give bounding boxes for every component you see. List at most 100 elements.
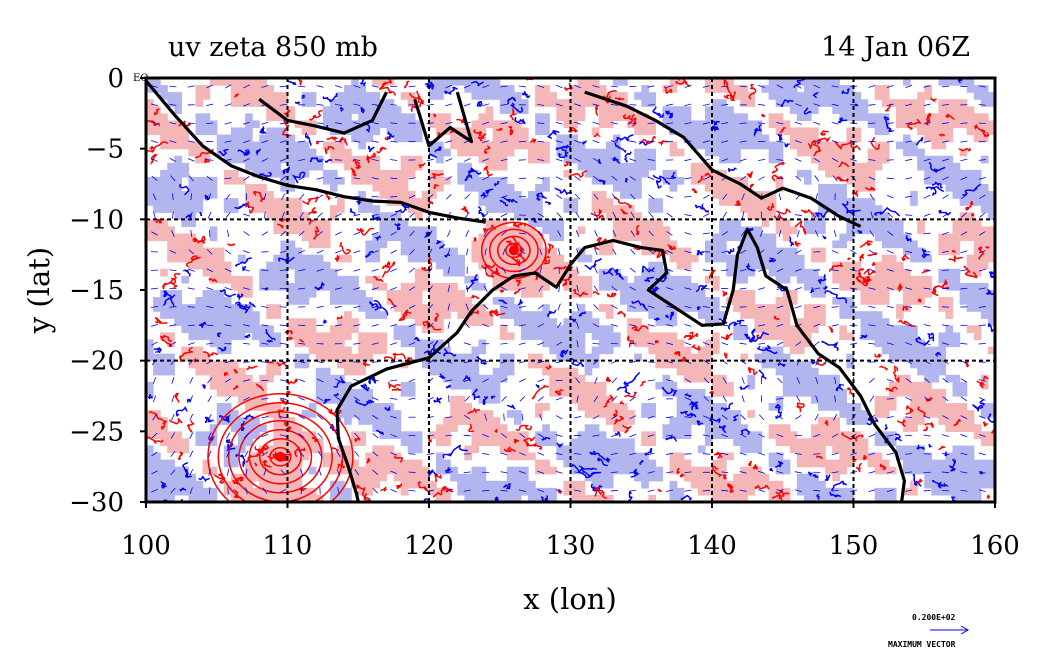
wind-vector <box>206 103 214 106</box>
vorticity-cell <box>499 240 508 249</box>
vorticity-cell <box>782 85 791 93</box>
vorticity-cell <box>620 233 628 242</box>
vorticity-cell <box>655 360 664 369</box>
vorticity-cell <box>358 155 366 164</box>
vorticity-cell <box>712 424 720 432</box>
vorticity-cell <box>719 374 727 383</box>
vorticity-cell <box>980 92 989 100</box>
vorticity-cell <box>846 304 855 312</box>
wind-vector <box>261 398 269 400</box>
vorticity-cell <box>966 219 975 227</box>
vorticity-cell <box>301 325 310 333</box>
vorticity-cell <box>160 268 168 277</box>
vorticity-cell <box>294 141 303 150</box>
vorticity-cell <box>294 162 303 171</box>
contour-line <box>838 383 844 390</box>
contour-line <box>162 297 175 307</box>
vorticity-cell <box>535 487 543 496</box>
vorticity-cell <box>372 304 381 312</box>
vorticity-cell <box>146 191 154 199</box>
vorticity-cell <box>641 452 649 461</box>
vorticity-cell <box>379 466 388 475</box>
vorticity-cell <box>761 311 770 319</box>
contour-line <box>867 252 878 257</box>
vorticity-cell <box>513 212 522 220</box>
contour-line <box>768 257 776 263</box>
vorticity-cell <box>513 480 522 489</box>
vorticity-cell <box>591 99 600 107</box>
vorticity-cell <box>895 388 904 397</box>
vorticity-cell <box>464 360 473 369</box>
vorticity-cell <box>683 403 692 411</box>
vorticity-cell <box>683 459 692 468</box>
vorticity-cell <box>153 191 161 199</box>
wind-vector <box>279 488 287 493</box>
contour-line <box>727 167 737 173</box>
vorticity-cell <box>690 127 699 136</box>
vorticity-cell <box>924 473 932 482</box>
vorticity-cell <box>549 438 557 447</box>
vorticity-cell <box>917 99 925 107</box>
vorticity-cell <box>478 431 487 439</box>
vorticity-cell <box>768 247 777 256</box>
vorticity-cell <box>294 473 303 482</box>
vorticity-cell <box>372 403 381 411</box>
vorticity-cell <box>160 120 168 129</box>
vorticity-cell <box>832 205 840 213</box>
contour-line <box>493 180 500 187</box>
wind-vector <box>334 103 342 106</box>
vorticity-cell <box>584 388 593 397</box>
vorticity-cell <box>938 176 947 185</box>
contour-line <box>963 265 978 279</box>
vorticity-cell <box>917 120 925 129</box>
vorticity-cell <box>492 198 501 206</box>
contour-line <box>387 381 401 389</box>
vorticity-cell <box>429 290 437 298</box>
vorticity-cell <box>471 473 480 482</box>
wind-vector <box>169 324 177 327</box>
wind-vector <box>482 323 490 327</box>
vorticity-cell <box>938 240 947 249</box>
vorticity-cell <box>443 290 451 298</box>
vorticity-cell <box>662 247 671 256</box>
contour-line <box>562 274 573 287</box>
wind-vector <box>151 470 158 475</box>
wind-vector <box>465 230 470 237</box>
vorticity-cell <box>351 275 359 284</box>
vorticity-cell <box>506 282 515 291</box>
contour-line <box>773 315 781 321</box>
vorticity-cell <box>160 141 168 150</box>
vorticity-cell <box>719 240 727 249</box>
vorticity-cell <box>429 254 437 263</box>
vorticity-cell <box>273 162 282 171</box>
vorticity-cell <box>846 297 855 305</box>
wind-vector <box>466 285 469 293</box>
vorticity-cell <box>223 148 232 157</box>
vorticity-cell <box>492 92 501 100</box>
contour-line <box>771 161 785 174</box>
vorticity-cell <box>294 254 303 263</box>
vorticity-cell <box>379 282 388 291</box>
vorticity-cell <box>655 240 664 249</box>
contour-line <box>951 249 956 253</box>
vorticity-cell <box>895 311 904 319</box>
wind-vector <box>445 489 453 492</box>
vorticity-cell <box>789 325 798 333</box>
vorticity-cell <box>273 106 282 114</box>
vorticity-cell <box>386 184 395 192</box>
wind-vector <box>189 377 194 384</box>
vorticity-cell <box>181 233 190 242</box>
vorticity-cell <box>853 134 862 143</box>
contour-line <box>592 291 600 296</box>
vorticity-cell <box>952 247 961 256</box>
vorticity-cell <box>775 254 784 263</box>
vorticity-cell <box>726 431 734 439</box>
vorticity-cell <box>209 191 218 199</box>
vorticity-cell <box>188 261 197 270</box>
wind-vector <box>227 229 230 237</box>
vorticity-cell <box>704 403 713 411</box>
vorticity-cell <box>676 388 685 397</box>
vorticity-cell <box>223 155 232 164</box>
wind-vector <box>500 452 508 456</box>
vorticity-cell <box>160 360 168 369</box>
